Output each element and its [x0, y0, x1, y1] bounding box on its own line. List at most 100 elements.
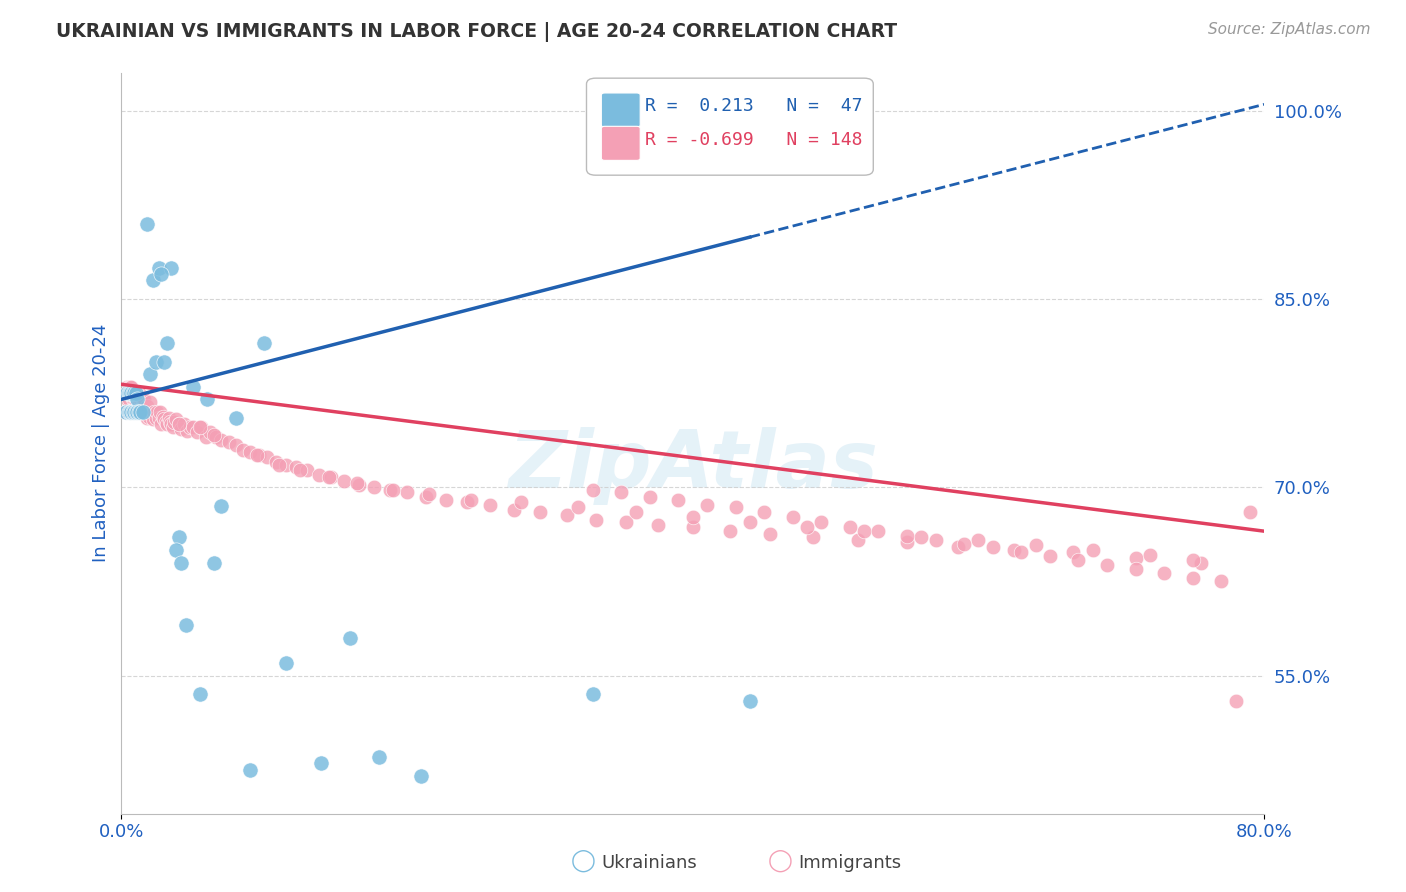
Point: [1181, 553, 1204, 567]
Point: [225, 411, 247, 425]
Point: [567, 500, 589, 515]
Point: [782, 510, 804, 524]
Point: [194, 430, 217, 444]
Point: [115, 380, 138, 394]
Point: [149, 405, 172, 419]
FancyBboxPatch shape: [586, 78, 873, 175]
Point: [145, 354, 167, 368]
Point: [160, 417, 183, 432]
Point: [696, 498, 718, 512]
Point: [163, 415, 186, 429]
Point: [167, 531, 190, 545]
Point: [129, 392, 152, 407]
Point: [128, 405, 150, 419]
Point: [339, 631, 361, 645]
Point: [953, 537, 976, 551]
Point: [853, 524, 876, 538]
Point: [647, 517, 669, 532]
Point: [582, 687, 605, 701]
Point: [418, 486, 440, 500]
Point: [754, 505, 776, 519]
Point: [148, 260, 170, 275]
Point: [411, 769, 433, 783]
Point: [239, 445, 262, 459]
Point: [267, 458, 290, 472]
Point: [150, 417, 173, 432]
Point: [165, 543, 187, 558]
Point: [346, 476, 368, 491]
Point: [378, 483, 401, 497]
Point: [896, 535, 918, 549]
Text: ◯: ◯: [571, 850, 596, 872]
Point: [274, 656, 297, 670]
Point: [162, 420, 184, 434]
Point: [125, 387, 148, 401]
Point: [967, 533, 990, 547]
Point: [284, 460, 307, 475]
Point: [1039, 549, 1062, 564]
Point: [138, 409, 160, 424]
Point: [503, 503, 526, 517]
Point: [1095, 558, 1118, 572]
Point: [155, 415, 177, 429]
Point: [868, 524, 890, 538]
Point: [924, 533, 946, 547]
Point: [124, 386, 146, 401]
Point: [122, 405, 145, 419]
Point: [134, 405, 156, 419]
Point: [129, 405, 152, 419]
Point: [157, 411, 180, 425]
Point: [1181, 571, 1204, 585]
Point: [555, 508, 578, 522]
Point: [124, 392, 146, 407]
Point: [724, 500, 747, 515]
Text: UKRAINIAN VS IMMIGRANTS IN LABOR FORCE | AGE 20-24 CORRELATION CHART: UKRAINIAN VS IMMIGRANTS IN LABOR FORCE |…: [56, 22, 897, 42]
Point: [117, 386, 139, 401]
Point: [118, 386, 141, 401]
Point: [142, 273, 165, 287]
Point: [167, 417, 190, 432]
Text: Source: ZipAtlas.com: Source: ZipAtlas.com: [1208, 22, 1371, 37]
Point: [1062, 545, 1084, 559]
Point: [1002, 543, 1025, 558]
Point: [264, 455, 287, 469]
Point: [460, 492, 482, 507]
Point: [311, 756, 333, 771]
Point: [136, 411, 159, 425]
Point: [367, 750, 389, 764]
Point: [1239, 505, 1261, 519]
Point: [198, 425, 221, 439]
Point: [718, 524, 741, 538]
Point: [529, 505, 551, 519]
Point: [118, 405, 141, 419]
Point: [981, 541, 1004, 555]
Point: [295, 463, 318, 477]
Point: [610, 485, 633, 500]
Point: [274, 458, 297, 472]
Point: [738, 516, 761, 530]
Point: [132, 405, 155, 419]
Point: [135, 408, 157, 422]
Point: [1139, 548, 1161, 562]
Point: [1125, 562, 1147, 576]
Point: [148, 411, 170, 425]
Point: [239, 763, 262, 777]
Point: [288, 463, 311, 477]
Point: [1225, 693, 1247, 707]
FancyBboxPatch shape: [602, 93, 640, 127]
Point: [218, 435, 240, 450]
Point: [510, 495, 533, 509]
Point: [127, 392, 149, 407]
Point: [156, 417, 179, 432]
Point: [188, 687, 211, 701]
Point: [153, 412, 176, 426]
Text: R =  0.213   N =  47: R = 0.213 N = 47: [645, 97, 862, 115]
Point: [139, 368, 162, 382]
Point: [136, 217, 159, 231]
Point: [153, 354, 176, 368]
Point: [129, 402, 152, 417]
Point: [682, 510, 704, 524]
Point: [165, 412, 187, 426]
Point: [838, 520, 860, 534]
Point: [132, 402, 155, 417]
